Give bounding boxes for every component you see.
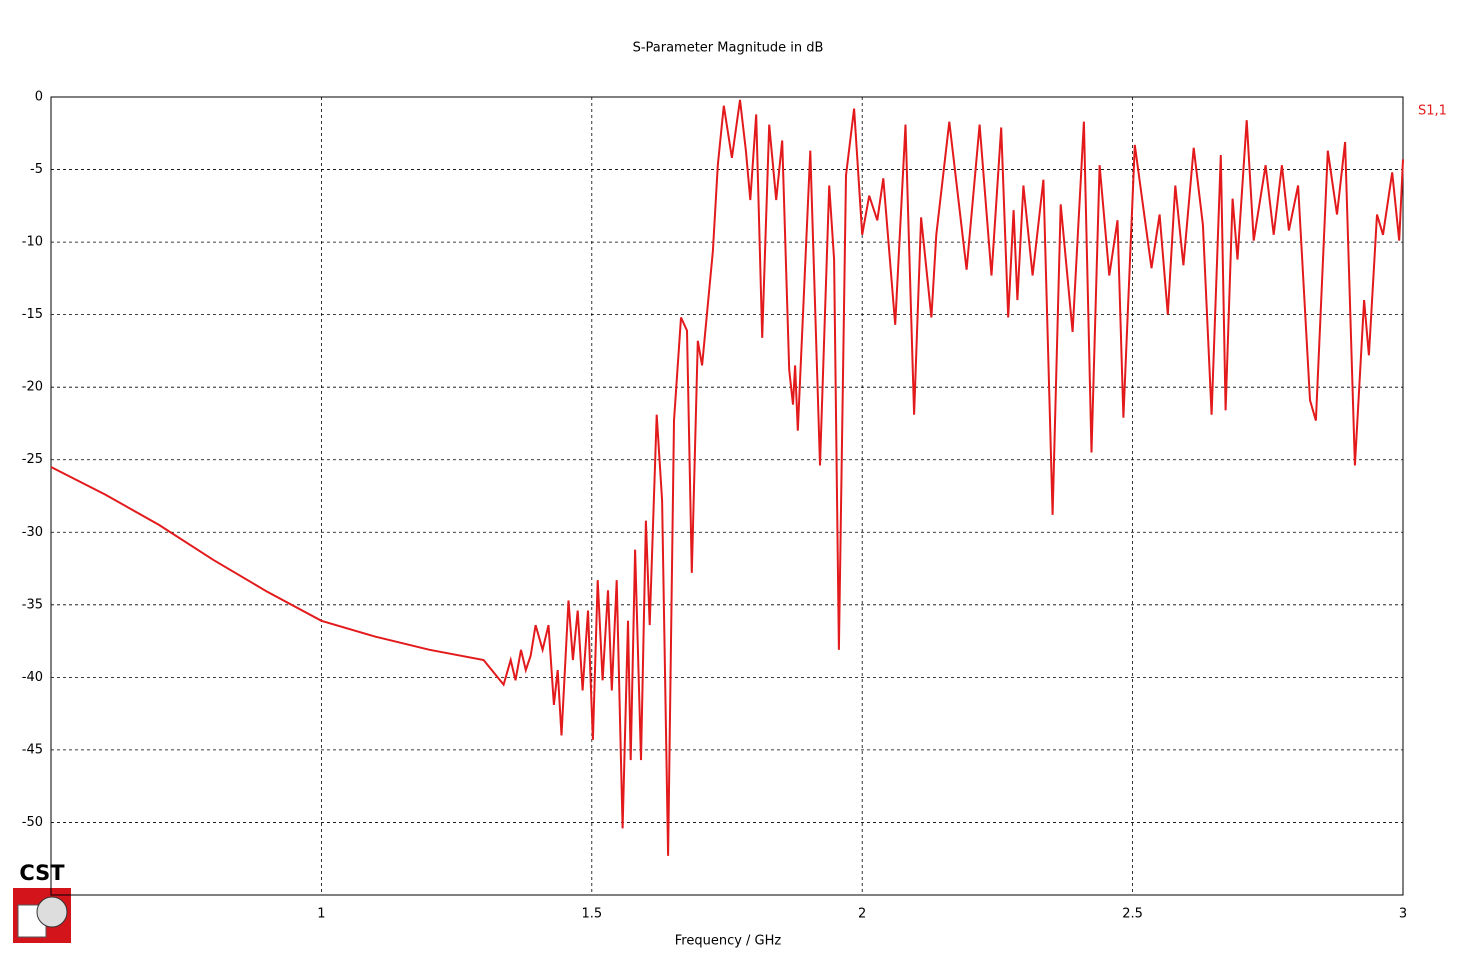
x-axis-label: Frequency / GHz <box>675 934 782 949</box>
x-tick-label: 2.5 <box>1122 907 1143 922</box>
y-tick-label: -5 <box>30 162 43 177</box>
legend-label: S1,1 <box>1418 104 1447 119</box>
y-tick-label: -15 <box>22 307 43 322</box>
y-tick-label: -30 <box>22 525 43 540</box>
y-tick-label: -10 <box>22 235 43 250</box>
x-tick-label: 2 <box>858 907 866 922</box>
logo-sphere <box>36 896 68 928</box>
y-tick-label: -20 <box>22 380 43 395</box>
y-tick-label: -45 <box>22 742 43 757</box>
x-tick-label: 1 <box>317 907 325 922</box>
y-tick-label: -50 <box>22 815 43 830</box>
y-tick-label: -40 <box>22 670 43 685</box>
y-tick-label: -25 <box>22 452 43 467</box>
logo: CST <box>13 861 71 943</box>
plot-frame <box>50 96 1404 896</box>
logo-text: CST <box>19 861 65 885</box>
data-line <box>50 99 1404 856</box>
x-tick-label: 3 <box>1399 907 1407 922</box>
y-tick-label: 0 <box>35 90 43 105</box>
x-tick-label: 1.5 <box>581 907 602 922</box>
chart-title: S-Parameter Magnitude in dB <box>633 41 824 56</box>
y-tick-label: -35 <box>22 597 43 612</box>
